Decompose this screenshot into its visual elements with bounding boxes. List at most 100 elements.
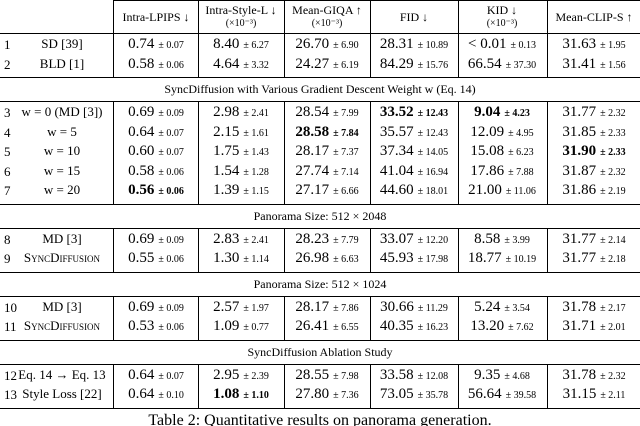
cell-error: ± 0.10 bbox=[158, 390, 184, 401]
table-cell: 21.00 ± 11.06 bbox=[468, 182, 536, 198]
cell-value: 2.83 bbox=[213, 230, 240, 247]
cell-error: ± 6.19 bbox=[333, 59, 359, 71]
table-cell: 18.77 ± 10.19 bbox=[468, 250, 536, 266]
rule bbox=[370, 101, 371, 204]
method-name: MD [3] bbox=[42, 230, 82, 246]
cell-value: < 0.01 bbox=[468, 36, 507, 52]
cell-value: 31.41 bbox=[562, 55, 597, 72]
column-header: Intra-Style-L ↓ bbox=[205, 3, 277, 17]
cell-error: ± 10.89 bbox=[417, 40, 449, 51]
rule bbox=[0, 33, 640, 34]
rule bbox=[284, 33, 285, 77]
rule bbox=[0, 295, 640, 297]
cell-error: ± 0.07 bbox=[158, 40, 184, 51]
cell-value: 31.77 bbox=[562, 104, 597, 120]
row-index: 4 bbox=[4, 124, 11, 140]
rule bbox=[113, 33, 114, 77]
cell-error: ± 2.33 bbox=[600, 127, 626, 139]
rule bbox=[198, 363, 199, 408]
cell-error: ± 12.43 bbox=[417, 127, 449, 139]
cell-error: ± 2.39 bbox=[243, 370, 269, 382]
row-index: 8 bbox=[4, 231, 11, 247]
cell-error: ± 0.06 bbox=[158, 254, 184, 265]
table-cell: 31.78 ± 2.17 bbox=[562, 299, 625, 315]
cell-value: 0.53 bbox=[128, 318, 155, 334]
cell-value: 26.70 bbox=[295, 36, 330, 52]
rule bbox=[370, 363, 371, 408]
cell-error: ± 7.88 bbox=[508, 166, 534, 178]
cell-value: 31.86 bbox=[562, 182, 597, 198]
cell-error: ± 2.32 bbox=[600, 370, 626, 382]
cell-error: ± 0.06 bbox=[158, 186, 184, 197]
cell-error: ± 0.77 bbox=[243, 322, 269, 333]
cell-error: ± 2.17 bbox=[600, 302, 626, 314]
table-cell: 1.75 ± 1.43 bbox=[213, 143, 269, 159]
method-name: w = 15 bbox=[43, 162, 81, 178]
table-cell: 8.40 ± 6.27 bbox=[213, 36, 269, 52]
table-caption: Table 2: Quantitative results on panoram… bbox=[148, 411, 492, 426]
cell-value: 0.69 bbox=[128, 104, 155, 120]
cell-value: 8.40 bbox=[213, 36, 240, 52]
rule bbox=[284, 0, 285, 33]
cell-error: ± 0.06 bbox=[158, 166, 184, 178]
cell-value: 28.23 bbox=[295, 230, 330, 247]
cell-value: 1.08 bbox=[213, 386, 240, 402]
rule bbox=[0, 363, 640, 365]
method-name: w = 20 bbox=[43, 182, 81, 197]
cell-value: 28.58 bbox=[295, 123, 330, 140]
column-header: Intra-LPIPS ↓ bbox=[122, 10, 190, 24]
cell-error: ± 1.14 bbox=[243, 254, 269, 265]
row-index: 6 bbox=[4, 163, 11, 179]
row-index: 5 bbox=[4, 144, 11, 159]
cell-error: ± 2.32 bbox=[600, 166, 626, 178]
row-index: 11 bbox=[4, 319, 17, 334]
cell-error: ± 0.07 bbox=[158, 127, 184, 139]
cell-value: 84.29 bbox=[379, 55, 414, 72]
cell-value: 0.60 bbox=[128, 143, 155, 159]
cell-value: 12.09 bbox=[470, 123, 505, 140]
cell-error: ± 35.78 bbox=[417, 390, 449, 401]
table-cell: 1.08 ± 1.10 bbox=[213, 386, 269, 402]
cell-value: 0.56 bbox=[128, 182, 155, 198]
cell-value: 31.87 bbox=[562, 162, 597, 179]
cell-value: 2.57 bbox=[213, 298, 240, 315]
cell-value: 31.78 bbox=[562, 298, 597, 315]
cell-error: ± 7.86 bbox=[333, 302, 359, 314]
cell-value: 30.66 bbox=[380, 298, 414, 315]
table-cell: 24.27 ± 6.19 bbox=[295, 56, 358, 72]
table-cell: 40.35 ± 16.23 bbox=[380, 318, 448, 334]
rule bbox=[458, 101, 459, 204]
section-title: SyncDiffusion with Various Gradient Desc… bbox=[164, 82, 476, 96]
table-cell: 27.80 ± 7.36 bbox=[295, 386, 358, 402]
table-cell: 44.60 ± 18.01 bbox=[380, 182, 448, 198]
cell-value: 31.90 bbox=[562, 143, 597, 159]
section-title: Panorama Size: 512 × 2048 bbox=[253, 208, 387, 223]
table-cell: 0.69 ± 0.09 bbox=[128, 231, 184, 247]
cell-error: ± 0.07 bbox=[158, 370, 184, 382]
cell-error: ± 1.56 bbox=[600, 59, 626, 71]
table-cell: 0.53 ± 0.06 bbox=[128, 318, 184, 334]
table-cell: 31.86 ± 2.19 bbox=[562, 182, 625, 198]
cell-value: 2.98 bbox=[213, 104, 240, 120]
rule bbox=[0, 227, 640, 229]
cell-value: 1.39 bbox=[213, 182, 240, 198]
table-cell: 1.30 ± 1.14 bbox=[213, 250, 269, 266]
rule bbox=[113, 0, 640, 1]
table-cell: 0.64 ± 0.07 bbox=[128, 367, 184, 383]
cell-value: 26.98 bbox=[295, 250, 330, 266]
table-cell: 0.60 ± 0.07 bbox=[128, 143, 184, 159]
rule bbox=[547, 101, 548, 204]
cell-value: 0.74 bbox=[128, 36, 155, 52]
cell-error: ± 6.23 bbox=[508, 147, 534, 158]
table-cell: 0.56 ± 0.06 bbox=[128, 182, 184, 198]
column-header: KID ↓ bbox=[486, 3, 518, 17]
column-unit: (×10⁻³) bbox=[225, 18, 257, 29]
cell-value: 66.54 bbox=[467, 55, 502, 72]
cell-value: 41.04 bbox=[379, 162, 414, 179]
cell-value: 0.69 bbox=[128, 298, 155, 315]
table-cell: 0.69 ± 0.09 bbox=[128, 104, 184, 120]
cell-value: 27.80 bbox=[295, 386, 330, 402]
rule bbox=[547, 0, 548, 33]
table-cell: 31.15 ± 2.11 bbox=[563, 386, 626, 402]
